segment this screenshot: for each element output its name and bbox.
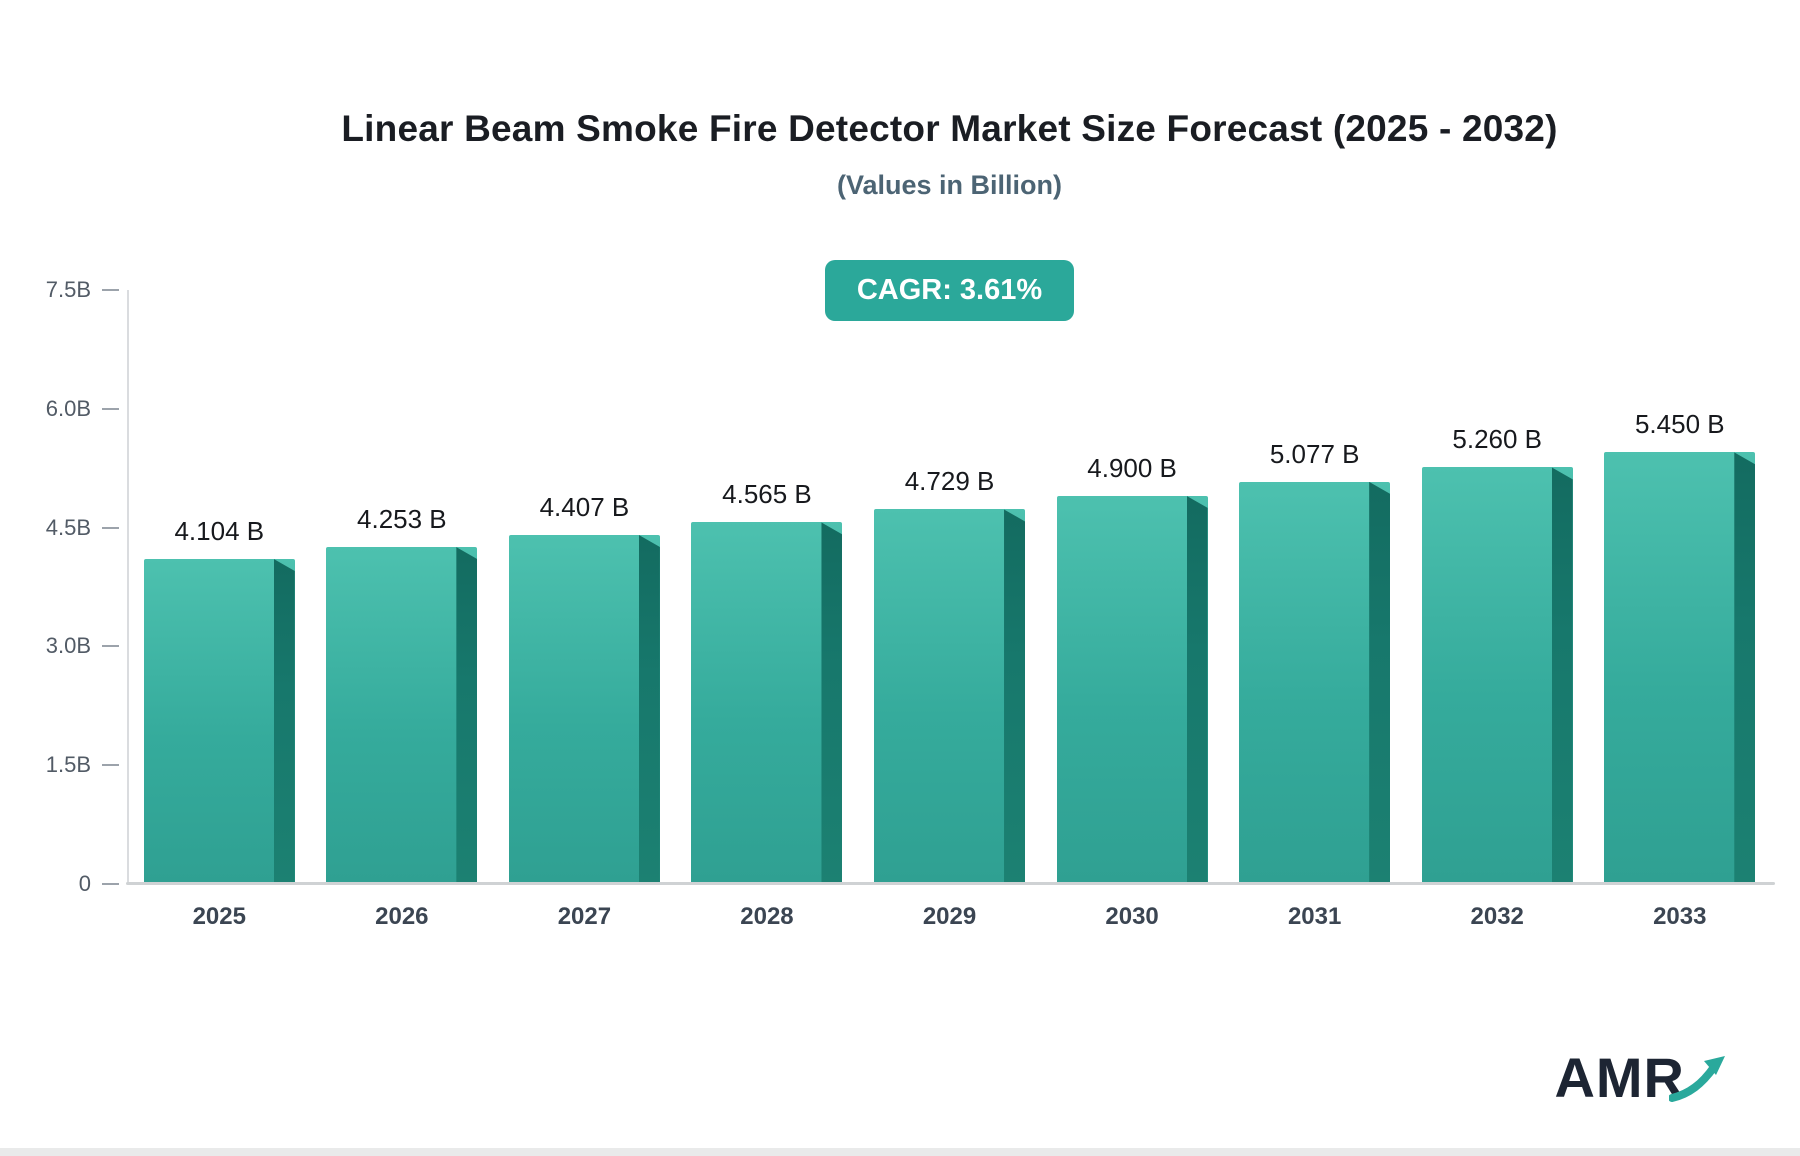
bar-side-face [1186, 495, 1208, 884]
bar-slot: 5.260 B [1406, 290, 1589, 884]
y-tick-mark [102, 764, 119, 767]
bar-side-face [1369, 481, 1391, 884]
x-axis-labels: 2025 2026 2027 2028 2029 2030 2031 2032 2033 [128, 903, 1771, 931]
amr-logo: AMR [1554, 1050, 1727, 1106]
bar-slot: 4.565 B [676, 290, 859, 884]
x-axis-line [126, 882, 1775, 885]
x-axis-label: 2025 [192, 903, 246, 930]
y-tick: 0 [79, 871, 119, 897]
y-tick-label: 1.5B [45, 752, 91, 778]
bar-slot: 4.253 B [311, 290, 494, 884]
bar-slot: 4.900 B [1041, 290, 1224, 884]
bar-slot: 5.450 B [1589, 290, 1772, 884]
x-axis-label: 2031 [1287, 903, 1342, 930]
bottom-strip [0, 1148, 1800, 1156]
bar-2030: 4.900 B [1056, 453, 1208, 884]
y-tick: 3.0B [46, 633, 119, 659]
bar-side-face [456, 547, 478, 884]
y-tick-mark [102, 407, 119, 410]
bar-value-label: 5.260 B [1452, 424, 1543, 455]
bar-value-label: 4.104 B [174, 515, 265, 546]
bar-2032: 5.260 B [1421, 424, 1573, 884]
bar-2027: 4.407 B [508, 492, 660, 884]
bar-2025: 4.104 B [143, 516, 295, 884]
bar-side-face [821, 522, 843, 884]
bar-value-label: 5.077 B [1269, 438, 1360, 469]
bar-2031: 5.077 B [1239, 439, 1391, 884]
bar-slot: 4.104 B [128, 290, 311, 884]
x-axis-label: 2029 [922, 903, 977, 930]
y-tick-mark [102, 289, 119, 291]
y-tick-label: 3.0B [45, 633, 91, 659]
x-axis-label: 2026 [375, 903, 429, 930]
x-axis-label: 2033 [1653, 903, 1707, 930]
y-tick-mark [102, 883, 119, 885]
bar-2033: 5.450 B [1604, 409, 1756, 884]
y-tick-label: 6.0B [45, 395, 91, 421]
growth-arrow-icon [1669, 1056, 1725, 1102]
bar-side-face [638, 534, 660, 884]
bar-slot: 5.077 B [1223, 290, 1406, 884]
y-tick-label: 4.5B [45, 514, 91, 540]
x-axis-label: 2032 [1470, 903, 1524, 930]
y-axis: 0 1.5B 3.0B 4.5B 6.0B 7.5B [0, 277, 119, 896]
y-tick-mark [102, 645, 119, 648]
bar-slot: 4.729 B [858, 290, 1041, 884]
bar-side-face [1004, 509, 1026, 884]
cagr-badge: CAGR: 3.61% [824, 260, 1075, 321]
y-tick-mark [102, 526, 119, 529]
bar-value-label: 4.900 B [1087, 452, 1177, 483]
bar-value-label: 4.253 B [357, 504, 447, 535]
bar-value-label: 4.407 B [539, 491, 630, 522]
x-axis-label: 2030 [1105, 903, 1159, 930]
bar-side-face [1551, 467, 1573, 884]
bar-side-face [1734, 452, 1756, 884]
plot-area: 4.104 B 4.253 B 4.407 B 4.565 B 4.729 B 4.900… [128, 290, 1771, 884]
bar-side-face [273, 558, 295, 884]
y-axis-line [127, 290, 129, 884]
y-tick: 4.5B [46, 515, 119, 541]
bar-2026: 4.253 B [326, 504, 478, 884]
bar-2029: 4.729 B [874, 466, 1026, 884]
chart-title: Linear Beam Smoke Fire Detector Market S… [341, 108, 1558, 149]
bar-slot: 4.407 B [493, 290, 676, 884]
y-tick: 6.0B [46, 396, 119, 422]
y-tick: 7.5B [46, 277, 119, 303]
bar-value-label: 5.450 B [1634, 409, 1725, 440]
y-tick-label: 7.5B [45, 277, 91, 302]
cagr-badge-wrap: CAGR: 3.61% [128, 260, 1771, 321]
x-axis-label: 2027 [557, 903, 612, 930]
x-axis-label: 2028 [740, 903, 794, 930]
chart-subtitle: (Values in Billion) [836, 170, 1063, 200]
amr-logo-text: AMR [1554, 1046, 1685, 1109]
bar-value-label: 4.565 B [722, 479, 812, 510]
y-tick-label: 0 [78, 871, 91, 896]
bar-2028: 4.565 B [691, 479, 843, 884]
y-tick: 1.5B [46, 752, 119, 778]
bar-value-label: 4.729 B [904, 466, 995, 497]
